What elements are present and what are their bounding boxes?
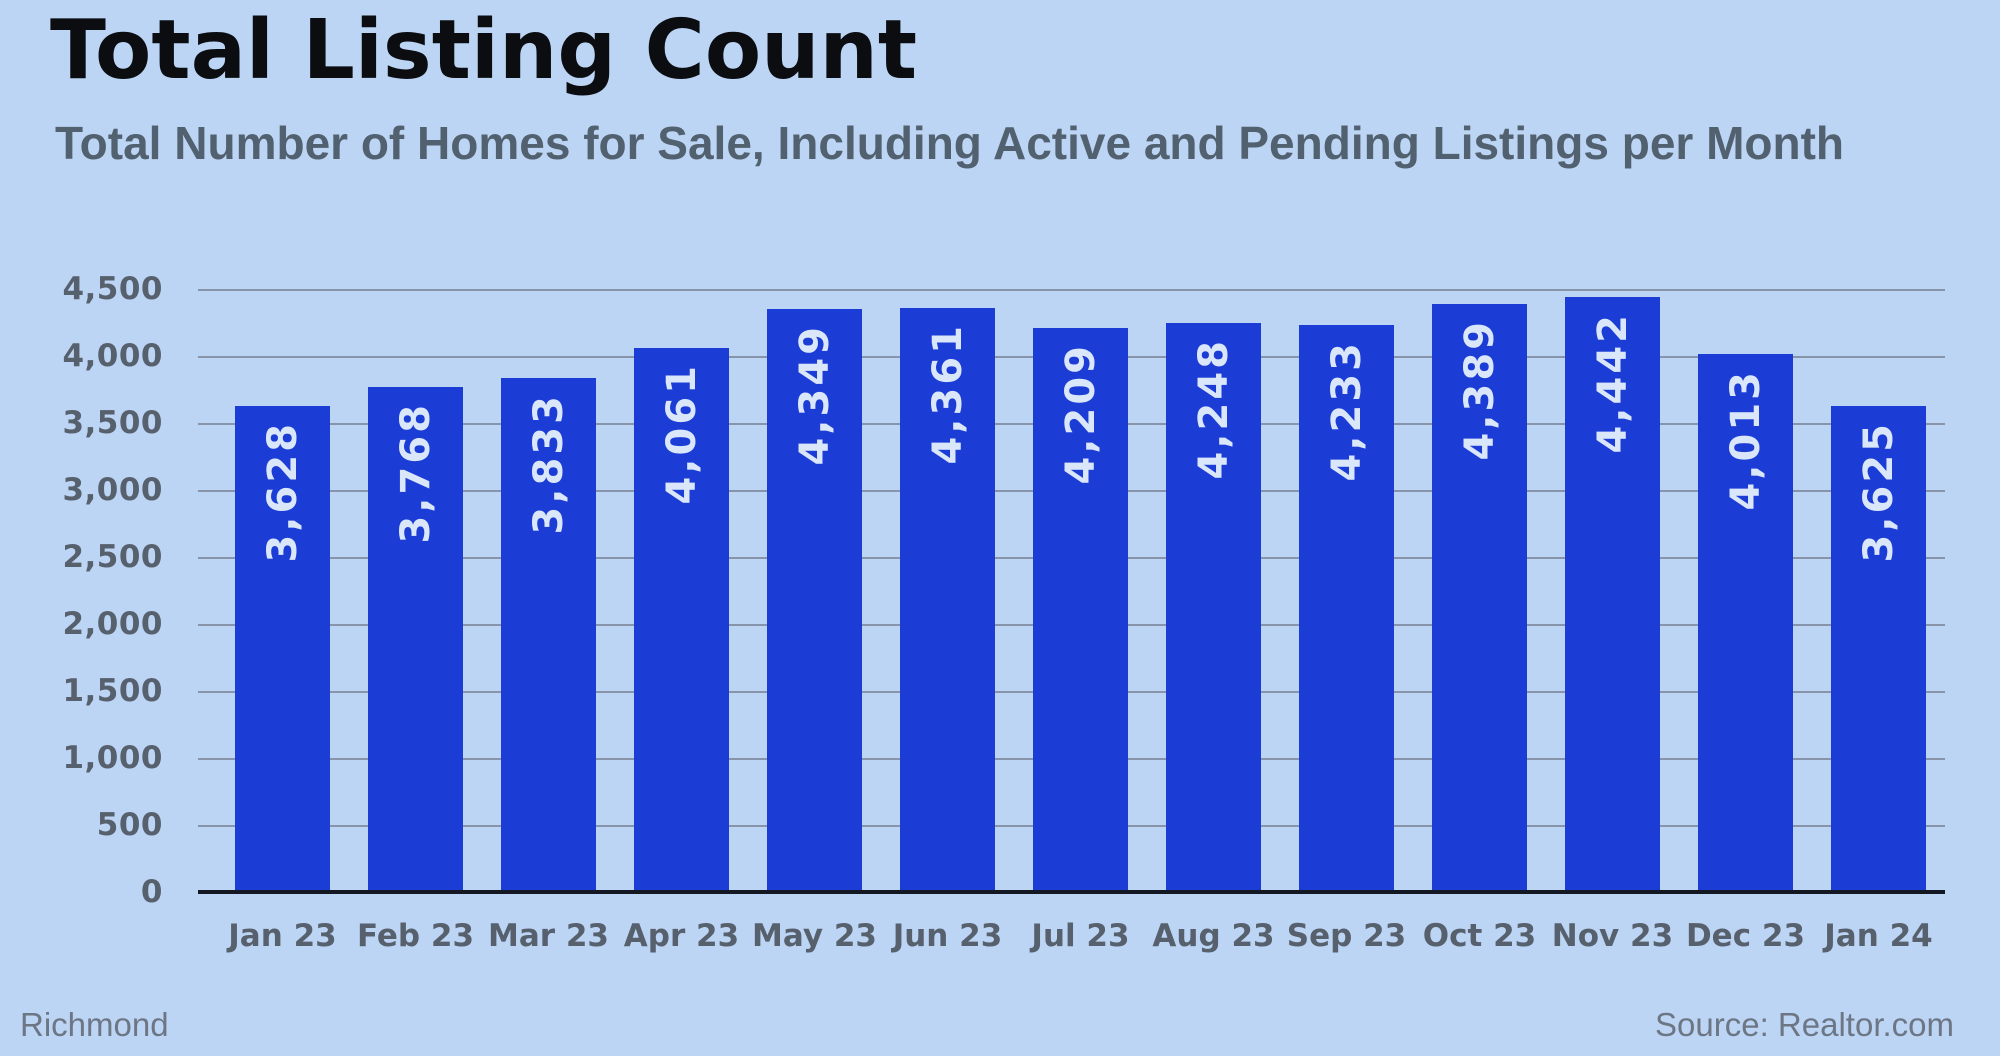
bar-value-label: 4,389 [1456, 318, 1503, 461]
bar-band: 3,625 [1812, 289, 1945, 892]
bar-band: 4,209 [1014, 289, 1147, 892]
chart-subtitle: Total Number of Homes for Sale, Includin… [55, 117, 1845, 169]
bar-band: 4,233 [1280, 289, 1413, 892]
bar: 3,625 [1831, 406, 1926, 892]
page-title: Total Listing Count [50, 3, 918, 98]
x-axis-tick-label: Feb 23 [356, 918, 475, 954]
bar-value-label: 4,349 [791, 324, 838, 466]
bar-value-label: 3,833 [525, 393, 572, 535]
y-axis-tick-label: 3,000 [62, 472, 163, 508]
bar: 3,628 [235, 405, 330, 892]
x-axis-tick-label: Mar 23 [488, 918, 609, 954]
bar: 4,233 [1299, 324, 1394, 892]
bar-band: 4,361 [881, 289, 1014, 892]
y-axis-tick-label: 500 [96, 806, 163, 843]
bar-band: 3,768 [349, 289, 482, 892]
bar: 4,389 [1432, 303, 1527, 892]
bar: 4,349 [767, 309, 862, 892]
plot-area: 3,628 3,768 3,833 4,061 4,349 [198, 289, 1945, 894]
y-axis-tick-label: 1,500 [62, 673, 163, 709]
x-axis-tick-label: Jul 23 [1031, 918, 1130, 954]
bar: 4,442 [1565, 296, 1660, 892]
bar-value-label: 4,013 [1722, 369, 1769, 511]
bar: 3,768 [368, 387, 463, 892]
bar-value-label: 4,061 [658, 362, 705, 505]
bar-value-label: 4,248 [1190, 337, 1237, 480]
x-axis-tick-label: Sep 23 [1286, 918, 1407, 954]
bar-band: 3,833 [482, 289, 615, 892]
bar: 4,061 [634, 347, 729, 892]
bar-band: 3,628 [216, 289, 349, 892]
y-axis-tick-label: 3,500 [62, 404, 163, 441]
bar-value-label: 3,628 [259, 420, 306, 563]
bar-value-label: 4,442 [1589, 311, 1636, 454]
bar: 4,248 [1166, 322, 1261, 892]
x-axis-tick-label: Dec 23 [1685, 918, 1806, 954]
x-axis-tick-label: Jan 24 [1824, 918, 1933, 954]
bar-band: 4,013 [1679, 289, 1812, 892]
bar-band: 4,442 [1546, 289, 1679, 892]
y-axis-tick-label: 2,500 [62, 538, 163, 575]
bar: 4,361 [900, 307, 995, 892]
y-axis-tick-labels: 0 500 1,000 1,500 2,000 2,500 3,000 3,500 4,000 4… [0, 271, 163, 910]
gridline [198, 289, 1945, 291]
x-axis-tick-label: Jan 23 [228, 918, 337, 954]
bar-band: 4,349 [748, 289, 881, 892]
x-axis-tick-labels: Jan 23 Feb 23 Mar 23 Apr 23 May 23 Jun 23 Jul … [216, 918, 1945, 954]
bar-value-label: 3,768 [392, 402, 439, 544]
bar: 4,209 [1033, 328, 1128, 892]
y-axis-tick-label: 2,000 [62, 606, 163, 642]
bar-band: 4,248 [1147, 289, 1280, 892]
x-axis-tick-label: Oct 23 [1422, 918, 1537, 954]
y-axis-tick-label: 4,500 [62, 271, 163, 307]
bar-value-label: 4,361 [924, 322, 971, 465]
y-axis-tick-label: 4,000 [62, 337, 163, 374]
bars-layer: 3,628 3,768 3,833 4,061 4,349 [216, 289, 1945, 892]
bar: 3,833 [501, 378, 596, 892]
y-axis-tick-label: 0 [140, 874, 163, 910]
bar-value-label: 4,209 [1057, 343, 1104, 485]
bar-band: 4,061 [615, 289, 748, 892]
region-label: Richmond [20, 1006, 169, 1043]
bar-value-label: 4,233 [1323, 339, 1370, 482]
x-axis-tick-label: May 23 [752, 918, 877, 954]
x-axis-line [198, 890, 1945, 894]
x-axis-tick-label: Aug 23 [1152, 918, 1275, 954]
bar: 4,013 [1698, 354, 1793, 892]
y-axis-tick-label: 1,000 [62, 740, 163, 776]
source-label: Source: Realtor.com [1655, 1006, 1954, 1043]
x-axis-tick-label: Nov 23 [1551, 918, 1674, 954]
x-axis-tick-label: Jun 23 [892, 918, 1003, 954]
bar-band: 4,389 [1413, 289, 1546, 892]
bar-value-label: 3,625 [1855, 421, 1902, 563]
x-axis-tick-label: Apr 23 [623, 918, 740, 954]
